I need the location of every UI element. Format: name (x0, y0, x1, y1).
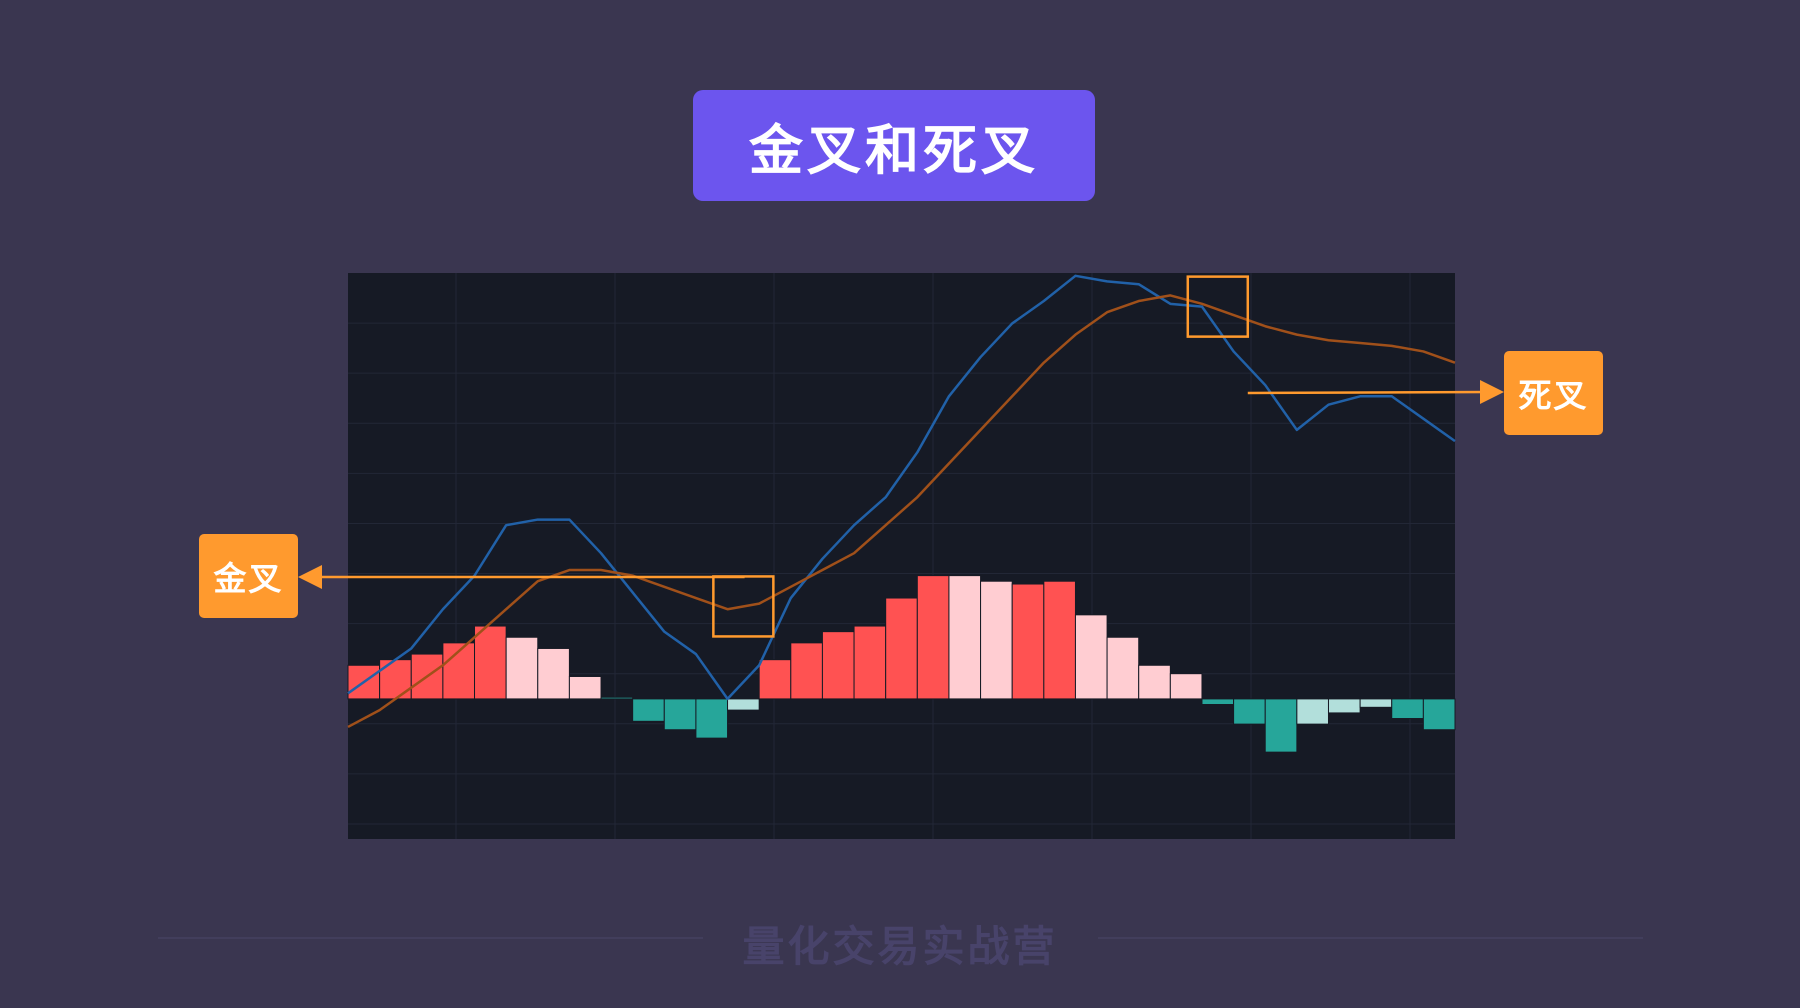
histogram-bar (1169, 673, 1203, 700)
histogram-bar (632, 698, 665, 722)
histogram-bar (727, 698, 760, 711)
histogram-bar (1391, 698, 1424, 720)
histogram (347, 575, 1456, 753)
histogram-bar (663, 698, 697, 731)
plot-background (348, 273, 1455, 839)
golden-cross-arrowhead (298, 565, 322, 589)
footer-rule-left (158, 937, 703, 939)
histogram-bar (568, 675, 602, 700)
death-cross-box (1186, 275, 1250, 338)
histogram-bar (758, 659, 792, 700)
histogram-bar (474, 625, 507, 700)
histogram-bar (853, 625, 887, 700)
footer: 量化交易实战营 (0, 905, 1800, 971)
footer-rule-right (1098, 937, 1643, 939)
annotations (298, 275, 1504, 638)
histogram-bar (410, 653, 444, 700)
signal-line (347, 294, 1456, 729)
histogram-bar (790, 642, 823, 700)
histogram-bar (1296, 698, 1329, 725)
histogram-bar (821, 631, 855, 700)
histogram-bar (1359, 698, 1393, 708)
histogram-bar (1011, 583, 1045, 700)
histogram-bar (379, 659, 412, 700)
histogram-bar (1327, 698, 1361, 714)
histogram-bar (537, 647, 570, 700)
histogram-bar (1422, 698, 1456, 731)
histogram-bar (916, 575, 950, 700)
histogram-bar (505, 636, 539, 700)
histogram-bar (600, 696, 634, 700)
death-cross-label: 死叉 (1504, 351, 1603, 435)
page-title: 金叉和死叉 (693, 90, 1095, 201)
golden-cross-label: 金叉 (199, 534, 298, 618)
death-cross-leader (1247, 390, 1491, 395)
histogram-bar (885, 597, 918, 700)
histogram-bar (1138, 664, 1171, 700)
footer-watermark: 量化交易实战营 (742, 922, 1058, 971)
histogram-bar (1264, 698, 1298, 753)
histogram-bar (695, 698, 729, 739)
histogram-bar (1043, 580, 1076, 700)
histogram-bar (1106, 636, 1140, 700)
histogram-bar (948, 575, 982, 700)
histogram-bar (1201, 698, 1235, 706)
death-cross-arrowhead (1480, 380, 1504, 404)
histogram-bar (1233, 698, 1266, 725)
histogram-bar (980, 580, 1013, 700)
golden-cross-leader (314, 575, 745, 579)
histogram-bar (1074, 614, 1108, 700)
